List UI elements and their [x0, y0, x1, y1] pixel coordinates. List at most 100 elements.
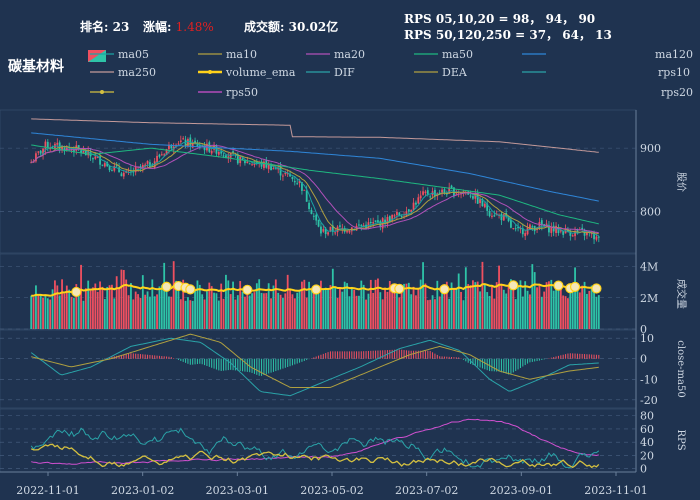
candle-body	[358, 224, 360, 226]
candle-body	[377, 220, 379, 223]
candle-body	[87, 150, 90, 156]
volume-bar	[272, 285, 275, 329]
candle-body	[419, 195, 422, 199]
volume-bar	[92, 287, 94, 329]
volume-bar	[500, 283, 503, 329]
y-tick-label: 80	[640, 410, 654, 423]
candle-body	[96, 156, 99, 158]
y-tick-label: -10	[640, 373, 658, 386]
volume-bar	[469, 285, 472, 329]
volume-bar	[125, 279, 128, 329]
volume-ema-highlight	[311, 284, 322, 295]
candle-body	[434, 189, 436, 197]
volume-bar	[403, 283, 405, 329]
volume-bar	[398, 297, 401, 329]
volume-bar	[120, 269, 123, 329]
volume-bar	[56, 285, 59, 329]
candle-body	[54, 143, 56, 149]
candle-body	[279, 166, 282, 176]
volume-bar	[160, 285, 163, 329]
legend-label-ma20: ma20	[334, 48, 365, 61]
volume-bar	[260, 292, 263, 329]
candle-body	[393, 215, 396, 217]
volume-ema-highlight	[161, 281, 172, 292]
candle-body	[179, 140, 182, 143]
candle-body	[241, 158, 244, 160]
candle-body	[476, 192, 479, 204]
candle-body	[531, 226, 534, 228]
y-tick-label: 60	[640, 423, 654, 436]
panel-price	[0, 109, 637, 254]
volume-bar	[386, 291, 389, 329]
volume-bar	[348, 296, 351, 329]
volume-bar	[87, 280, 90, 329]
volume-bar	[571, 291, 574, 329]
candle-body	[282, 175, 284, 177]
volume-bar	[44, 294, 47, 329]
candle-body	[386, 217, 389, 225]
candle-body	[590, 233, 593, 235]
candle-body	[324, 228, 327, 235]
volume-bar	[564, 296, 567, 329]
turnover-stat: 成交额: 30.02亿	[244, 18, 338, 35]
volume-bar	[111, 284, 113, 329]
volume-bar	[536, 287, 538, 329]
candle-body	[220, 151, 223, 154]
volume-bar	[362, 284, 365, 329]
candle-body	[538, 222, 541, 229]
candle-body	[293, 180, 296, 183]
volume-bar	[336, 298, 339, 329]
volume-ema-highlight	[553, 280, 564, 291]
volume-bar	[526, 290, 529, 329]
volume-ema-highlight	[591, 283, 602, 294]
volume-bar	[61, 279, 63, 329]
volume-bar	[438, 296, 441, 329]
volume-bar	[94, 283, 97, 329]
volume-bar	[350, 286, 353, 329]
candle-body	[118, 167, 120, 173]
candle-body	[108, 165, 111, 171]
volume-bar	[170, 296, 173, 329]
volume-bar	[84, 288, 87, 329]
volume-bar	[369, 279, 372, 329]
volume-bar	[191, 300, 194, 329]
volume-bar	[574, 267, 576, 329]
volume-bar	[244, 296, 246, 329]
volume-bar	[115, 276, 118, 329]
ma250-line	[31, 118, 599, 153]
volume-bar	[391, 289, 394, 329]
volume-bar	[75, 284, 78, 329]
candle-body	[158, 154, 161, 157]
candle-body	[225, 155, 227, 158]
volume-bar	[118, 287, 120, 329]
candle-body	[312, 215, 315, 217]
volume-bar	[239, 281, 242, 329]
candle-body	[479, 199, 481, 204]
volume-bar	[215, 293, 218, 329]
volume-bar	[334, 287, 337, 329]
volume-bar	[341, 291, 344, 329]
candle-body	[593, 231, 595, 240]
volume-bar	[82, 300, 85, 329]
candle-body	[308, 202, 310, 209]
volume-bar	[374, 279, 377, 329]
volume-bar	[103, 299, 106, 329]
candle-body	[384, 219, 386, 225]
candle-body	[80, 150, 82, 153]
volume-bar	[422, 262, 424, 329]
candle-body	[51, 147, 54, 149]
candle-body	[315, 214, 318, 221]
volume-bar	[595, 296, 598, 329]
volume-bar	[179, 299, 182, 329]
candle-body	[576, 229, 579, 233]
candle-body	[163, 154, 166, 156]
y-tick-label: 900	[640, 142, 661, 155]
volume-bar	[588, 290, 591, 329]
volume-bar	[101, 286, 104, 329]
volume-bar	[479, 291, 481, 329]
chart-title: 碳基材料	[8, 59, 64, 75]
volume-bar	[163, 262, 166, 329]
candle-body	[122, 172, 125, 177]
ma20-line	[31, 144, 599, 234]
volume-bar	[146, 291, 149, 329]
